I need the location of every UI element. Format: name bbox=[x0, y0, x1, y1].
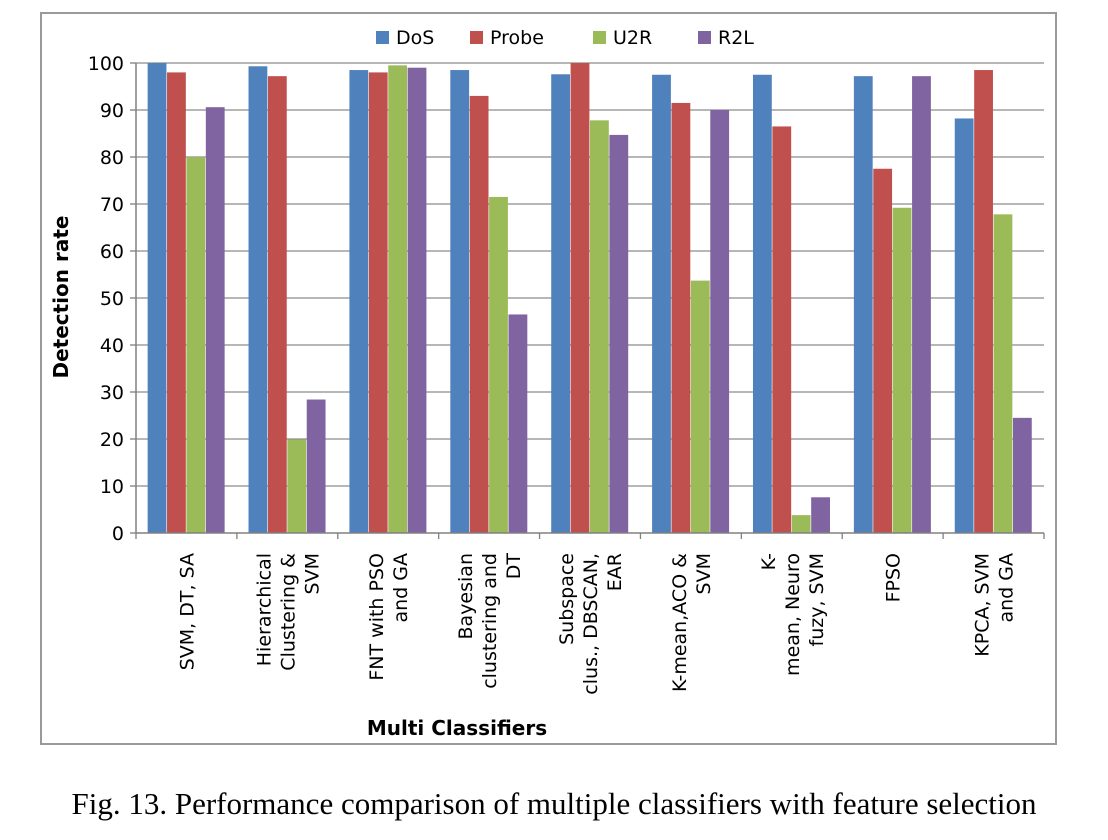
bar-r2l-7: R2L: 97.2 bbox=[912, 76, 931, 533]
x-axis-title: Multi Classifiers bbox=[367, 716, 547, 740]
legend-label-dos: DoS bbox=[396, 27, 434, 49]
y-tick-label: 10 bbox=[100, 476, 124, 498]
category-label-line: K- bbox=[758, 553, 780, 570]
category-label-3: Bayesian clustering and DT bbox=[455, 553, 525, 689]
y-tick-label: 80 bbox=[100, 147, 124, 169]
bar-dos-4: DoS: 97.6 bbox=[551, 74, 570, 533]
category-label-6: K-mean, Neuro fuzy, SVM bbox=[758, 553, 828, 676]
legend-label-u2r: U2R bbox=[613, 27, 652, 49]
legend-swatch-probe bbox=[470, 31, 483, 44]
category-label-0: SVM, DT, SA bbox=[176, 553, 198, 670]
category-label-4: Subspace clus., DBSCAN, EAR bbox=[556, 553, 626, 695]
y-tick-label: 40 bbox=[100, 335, 124, 357]
bar-probe-7: Probe: 77.5 bbox=[873, 168, 893, 533]
y-tick-label: 70 bbox=[100, 194, 124, 216]
bar-r2l-0: R2L: 90.6 bbox=[205, 107, 225, 534]
category-label-8: KPCA, SVM and GA bbox=[972, 553, 1018, 657]
bar-r2l-5: R2L: 90 bbox=[710, 110, 730, 533]
legend-swatch-dos bbox=[376, 31, 389, 44]
category-label-line: FNT with PSO bbox=[366, 553, 388, 681]
category-label-line: Bayesian bbox=[455, 553, 477, 639]
legend-swatch-u2r bbox=[593, 31, 606, 44]
category-label-1: Hierarchical Clustering & SVM bbox=[253, 553, 323, 671]
figure-caption: Fig. 13. Performance comparison of multi… bbox=[71, 786, 1037, 821]
category-label-line: mean, Neuro bbox=[782, 553, 804, 676]
y-tick-label: 50 bbox=[100, 288, 124, 310]
y-tick-label: 90 bbox=[100, 100, 124, 122]
y-tick-label: 100 bbox=[88, 53, 124, 75]
category-label-2: FNT with PSO and GA bbox=[366, 553, 412, 681]
bars: DoS: 100Probe: 98U2R: 80R2L: 90.6DoS: 99… bbox=[147, 63, 1032, 534]
bar-dos-5: DoS: 97.5 bbox=[652, 74, 671, 533]
bar-u2r-5: U2R: 53.7 bbox=[690, 280, 710, 533]
bar-r2l-4: R2L: 84.7 bbox=[609, 134, 629, 533]
category-label-line: Hierarchical bbox=[253, 553, 275, 666]
category-label-line: clustering and bbox=[479, 553, 501, 689]
bar-chart: DoS: 100Probe: 98U2R: 80R2L: 90.6DoS: 99… bbox=[49, 27, 1045, 740]
category-label-line: and GA bbox=[996, 553, 1018, 623]
bar-probe-0: Probe: 98 bbox=[167, 72, 186, 534]
bar-dos-0: DoS: 100 bbox=[147, 63, 167, 533]
bar-probe-3: Probe: 93 bbox=[469, 95, 489, 534]
category-label-line: EAR bbox=[604, 553, 626, 591]
y-tick-label: 60 bbox=[100, 241, 124, 263]
category-label-line: SVM bbox=[693, 553, 715, 594]
bar-u2r-8: U2R: 67.8 bbox=[993, 214, 1013, 533]
bar-probe-5: Probe: 91.5 bbox=[671, 102, 691, 533]
y-tick-label: 30 bbox=[100, 382, 124, 404]
category-label-line: fuzy, SVM bbox=[806, 553, 828, 646]
category-label-5: K-mean,ACO & SVM bbox=[669, 553, 715, 692]
bar-probe-8: Probe: 98.5 bbox=[974, 70, 993, 534]
category-label-line: Clustering & bbox=[277, 553, 299, 671]
bar-u2r-7: U2R: 69.2 bbox=[892, 207, 912, 533]
bar-dos-7: DoS: 97.2 bbox=[853, 76, 873, 533]
bar-probe-6: Probe: 86.5 bbox=[772, 126, 792, 533]
category-label-line: SVM bbox=[301, 553, 323, 594]
legend-label-probe: Probe bbox=[490, 27, 544, 49]
bar-r2l-1: R2L: 28.4 bbox=[306, 399, 326, 533]
y-tick-labels: 0 10 20 30 40 50 60 70 80 90 100 bbox=[88, 53, 124, 545]
category-label-line: SVM, DT, SA bbox=[176, 553, 198, 670]
bar-dos-2: DoS: 98.5 bbox=[349, 70, 369, 534]
y-tick-label: 20 bbox=[100, 429, 124, 451]
legend-label-r2l: R2L bbox=[718, 27, 754, 49]
category-label-line: KPCA, SVM bbox=[972, 553, 994, 657]
legend: DoS Probe U2R R2L bbox=[376, 27, 754, 49]
category-label-line: Subspace bbox=[556, 553, 578, 645]
legend-swatch-r2l bbox=[698, 31, 711, 44]
bar-u2r-1: U2R: 19.9 bbox=[287, 439, 307, 533]
category-labels: SVM, DT, SA Hierarchical Clustering & SVM FN… bbox=[176, 553, 1017, 695]
bar-probe-1: Probe: 97.2 bbox=[267, 76, 287, 533]
category-label-line: and GA bbox=[390, 553, 412, 623]
bar-r2l-2: R2L: 99 bbox=[407, 67, 427, 533]
bar-r2l-3: R2L: 46.5 bbox=[508, 314, 528, 533]
bar-r2l-6: R2L: 7.6 bbox=[811, 497, 830, 533]
category-label-7: FPSO bbox=[883, 553, 905, 602]
bar-u2r-6: U2R: 3.8 bbox=[791, 515, 811, 533]
bar-dos-6: DoS: 97.5 bbox=[752, 74, 772, 533]
category-label-line: K-mean,ACO & bbox=[669, 553, 691, 692]
category-label-line: DT bbox=[503, 553, 525, 580]
axes bbox=[130, 62, 1045, 539]
category-label-line: FPSO bbox=[883, 553, 905, 602]
bar-r2l-8: R2L: 24.5 bbox=[1012, 417, 1032, 533]
y-axis-title: Detection rate bbox=[49, 216, 73, 379]
bar-u2r-2: U2R: 99.5 bbox=[388, 65, 408, 533]
bar-u2r-0: U2R: 80 bbox=[186, 157, 206, 533]
bar-dos-1: DoS: 99.3 bbox=[248, 66, 268, 533]
y-tick-label: 0 bbox=[112, 523, 124, 545]
bar-probe-2: Probe: 98 bbox=[368, 72, 388, 534]
bar-u2r-3: U2R: 71.5 bbox=[489, 196, 508, 533]
bar-u2r-4: U2R: 87.8 bbox=[590, 120, 609, 533]
category-label-line: clus., DBSCAN, bbox=[580, 553, 602, 695]
bar-dos-3: DoS: 98.5 bbox=[450, 70, 470, 534]
bar-dos-8: DoS: 88.2 bbox=[954, 118, 974, 534]
bar-probe-4: Probe: 100 bbox=[570, 63, 590, 533]
